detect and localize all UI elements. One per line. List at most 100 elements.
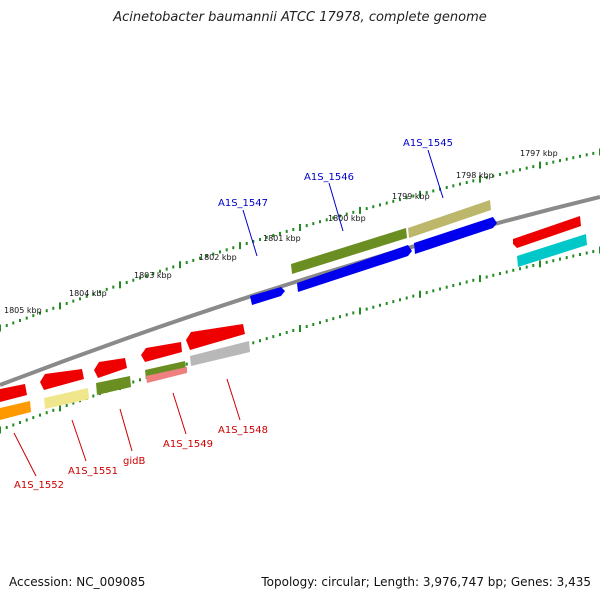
ruler-label: 1804 kbp [69,289,107,298]
inner-tick [392,300,395,304]
inner-tick [505,270,508,274]
outer-tick [12,321,15,325]
inner-tick [305,325,308,328]
genome-backbone [0,195,600,387]
outer-tick [132,278,135,282]
inner-tick [439,287,441,291]
outer-tick [225,248,228,252]
feature-pink-A1S_1549[interactable] [146,367,187,383]
outer-tick [159,269,161,273]
inner-tick [412,294,415,298]
feature-red-A1S_1549[interactable] [141,342,182,362]
inner-tick [372,305,375,309]
genome-summary-text: Topology: circular; Length: 3,976,747 bp… [261,575,591,589]
outer-tick [172,265,175,269]
ruler-label: 1800 kbp [328,214,366,223]
feature-red-A1S_1548[interactable] [186,324,245,350]
gene-label-A1S_1549[interactable]: A1S_1549 [163,439,213,450]
outer-tick [319,220,321,224]
outer-tick [119,281,121,289]
outer-tick [105,287,108,291]
gene-label-A1S_1548[interactable]: A1S_1548 [218,425,268,436]
outer-tick [165,267,168,271]
inner-tick [332,317,335,321]
ruler-labels: 1797 kbp 1798 kbp 1799 kbp 1800 kbp 1801… [4,149,558,315]
feature-green-A1S_1546[interactable] [291,228,407,274]
inner-tick [59,404,61,412]
outer-tick [305,224,308,228]
inner-tick [299,325,301,332]
feature-yellow-A1S_1551[interactable] [44,388,89,409]
inner-tick-track [0,246,600,434]
outer-tick [499,172,501,176]
outer-tick [545,162,548,166]
inner-tick [365,307,368,311]
outer-tick [192,258,195,262]
outer-tick [45,309,48,313]
outer-tick [232,246,235,250]
inner-tick [39,413,41,417]
gene-label-A1S_1546[interactable]: A1S_1546 [304,172,354,183]
inner-tick [419,290,421,298]
ruler-label: 1803 kbp [134,271,172,280]
feature-red-A1S_1551[interactable] [40,369,84,390]
gene-label-A1S_1547[interactable]: A1S_1547 [218,198,268,209]
inner-tick [272,335,275,339]
feature-blue-A1S_1547[interactable] [250,287,285,305]
outer-tick [325,218,328,222]
gene-label-A1S_1545[interactable]: A1S_1545 [403,138,453,149]
ruler-label: 1797 kbp [520,149,558,158]
outer-tick [539,161,541,169]
outer-tick [579,154,581,158]
outer-tick [279,231,281,235]
inner-tick [32,416,35,420]
outer-tick [212,252,215,256]
gene-label-A1S_1551[interactable]: A1S_1551 [68,466,118,477]
outer-tick [112,285,115,289]
outer-tick [392,199,395,203]
feature-blue-right[interactable] [414,217,497,254]
inner-tick [492,273,495,277]
outer-tick [372,205,375,209]
feature-orange-A1S_1552[interactable] [0,401,31,420]
reverse-features [0,324,250,420]
outer-tick [592,151,595,155]
gene-label-gidB[interactable]: gidB [123,456,145,467]
outer-tick [125,281,128,284]
outer-tick [465,181,468,184]
outer-tick [312,222,315,226]
feature-red-gidB[interactable] [94,358,127,378]
feature-red-A1S_1552[interactable] [0,384,27,402]
outer-tick [492,174,495,178]
outer-tick [219,250,221,254]
inner-tick [5,426,8,429]
outer-tick [292,228,295,231]
inner-tick [552,259,555,263]
outer-tick [365,207,368,211]
feature-blue-long[interactable] [297,245,412,292]
outer-tick [252,240,255,243]
outer-tick [352,210,355,214]
inner-tick [539,260,541,268]
outer-tick [99,290,101,294]
outer-tick [245,242,248,245]
outer-tick [552,160,555,164]
feature-khaki-A1S_1545[interactable] [408,200,491,238]
outer-tick [52,306,55,310]
inner-tick [12,423,15,427]
outer-tick [379,203,381,207]
inner-tick [25,418,28,422]
gene-label-A1S_1552[interactable]: A1S_1552 [14,480,64,491]
feature-red-far-right[interactable] [513,216,581,248]
ruler-label: 1805 kbp [4,306,42,315]
outer-tick [65,302,68,305]
inner-tick [0,426,1,434]
feature-gray-A1S_1548[interactable] [190,341,250,366]
inner-tick [452,284,455,287]
outer-tick [5,324,8,327]
inner-tick [579,253,581,256]
feature-cyan-far-right[interactable] [517,234,587,267]
inner-tick [19,421,21,424]
feature-olive-gidB[interactable] [96,376,131,395]
